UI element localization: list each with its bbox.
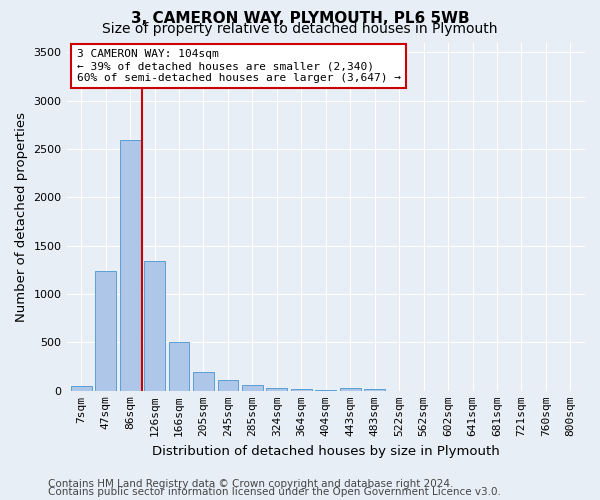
Bar — [316, 390, 336, 391]
Text: 3, CAMERON WAY, PLYMOUTH, PL6 5WB: 3, CAMERON WAY, PLYMOUTH, PL6 5WB — [131, 11, 469, 26]
Bar — [218, 380, 238, 391]
X-axis label: Distribution of detached houses by size in Plymouth: Distribution of detached houses by size … — [152, 444, 500, 458]
Bar — [120, 140, 140, 391]
Bar — [291, 389, 312, 391]
Bar — [169, 342, 190, 391]
Bar — [144, 261, 165, 391]
Y-axis label: Number of detached properties: Number of detached properties — [15, 112, 28, 322]
Bar — [95, 271, 116, 391]
Bar — [242, 386, 263, 391]
Bar — [364, 389, 385, 391]
Text: Contains public sector information licensed under the Open Government Licence v3: Contains public sector information licen… — [48, 487, 501, 497]
Text: Size of property relative to detached houses in Plymouth: Size of property relative to detached ho… — [102, 22, 498, 36]
Bar — [71, 386, 92, 391]
Bar — [193, 372, 214, 391]
Bar — [266, 388, 287, 391]
Text: Contains HM Land Registry data © Crown copyright and database right 2024.: Contains HM Land Registry data © Crown c… — [48, 479, 454, 489]
Bar — [340, 388, 361, 391]
Text: 3 CAMERON WAY: 104sqm
← 39% of detached houses are smaller (2,340)
60% of semi-d: 3 CAMERON WAY: 104sqm ← 39% of detached … — [77, 50, 401, 82]
